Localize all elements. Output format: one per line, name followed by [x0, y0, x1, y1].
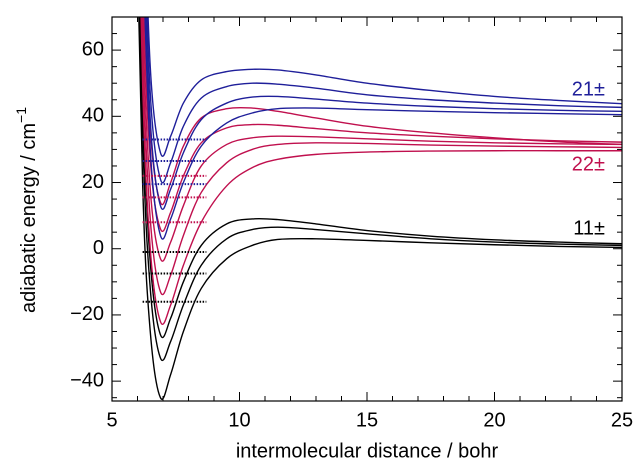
x-tick-label: 20 [483, 409, 505, 431]
curve [139, 17, 622, 339]
curve [138, 17, 622, 400]
curve-label: 11± [573, 217, 605, 239]
curve [139, 17, 622, 362]
x-tick-label: 15 [356, 409, 378, 431]
curve-label: 21± [572, 78, 605, 100]
curve [141, 17, 622, 296]
curve [143, 17, 622, 206]
curve-label: 22± [572, 153, 605, 175]
x-tick-label: 25 [611, 409, 633, 431]
y-tick-label: 0 [93, 237, 104, 259]
y-axis-label-sup: −1 [13, 107, 29, 123]
axes-frame [111, 16, 623, 402]
plot-area [138, 17, 622, 400]
y-tick-label: 20 [82, 171, 104, 193]
x-tick-label: 10 [228, 409, 250, 431]
y-tick-label: −40 [70, 369, 104, 391]
x-tick-label: 5 [106, 409, 117, 431]
curve [145, 17, 622, 210]
y-tick-label: 60 [82, 38, 104, 60]
curve [146, 17, 622, 184]
y-axis-label: adiabatic energy / cm−1 [13, 107, 41, 313]
curve [140, 17, 622, 325]
x-axis-label: intermolecular distance / bohr [236, 440, 499, 462]
y-axis-label-main: adiabatic energy / cm [18, 123, 40, 313]
curve [141, 17, 622, 262]
curve [147, 17, 622, 157]
curve [142, 17, 622, 232]
y-tick-label: 40 [82, 105, 104, 127]
curve [144, 17, 622, 240]
y-tick-label: −20 [70, 303, 104, 325]
